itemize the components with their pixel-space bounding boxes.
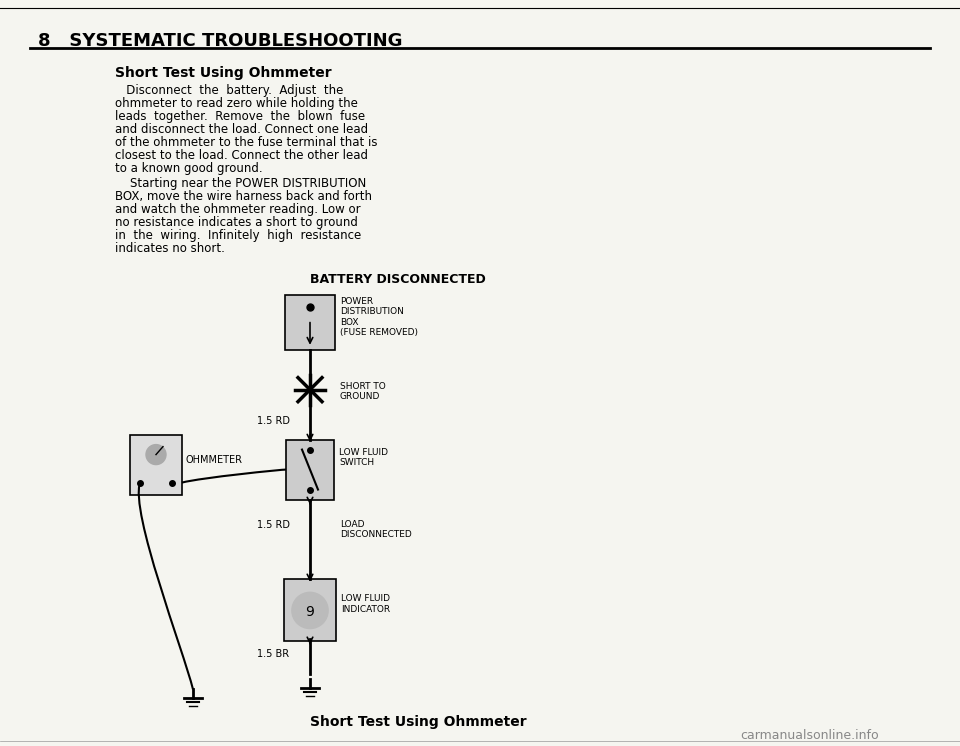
Text: Disconnect  the  battery.  Adjust  the: Disconnect the battery. Adjust the [115, 84, 344, 97]
Text: 1.5 RD: 1.5 RD [257, 416, 290, 426]
Text: LOAD
DISCONNECTED: LOAD DISCONNECTED [340, 519, 412, 539]
Text: leads  together.  Remove  the  blown  fuse: leads together. Remove the blown fuse [115, 110, 365, 123]
Text: to a known good ground.: to a known good ground. [115, 162, 263, 175]
Text: closest to the load. Connect the other lead: closest to the load. Connect the other l… [115, 149, 368, 162]
Text: and disconnect the load. Connect one lead: and disconnect the load. Connect one lea… [115, 123, 368, 136]
Text: Starting near the POWER DISTRIBUTION: Starting near the POWER DISTRIBUTION [115, 177, 367, 189]
Text: no resistance indicates a short to ground: no resistance indicates a short to groun… [115, 216, 358, 229]
Text: ohmmeter to read zero while holding the: ohmmeter to read zero while holding the [115, 97, 358, 110]
Text: 8   SYSTEMATIC TROUBLESHOOTING: 8 SYSTEMATIC TROUBLESHOOTING [38, 32, 402, 50]
Text: and watch the ohmmeter reading. Low or: and watch the ohmmeter reading. Low or [115, 203, 361, 216]
Text: OHMMETER: OHMMETER [185, 454, 242, 465]
FancyBboxPatch shape [284, 580, 336, 642]
FancyBboxPatch shape [130, 435, 182, 495]
Text: SHORT TO
GROUND: SHORT TO GROUND [340, 382, 386, 401]
Text: 1.5 BR: 1.5 BR [257, 650, 289, 659]
Text: indicates no short.: indicates no short. [115, 242, 225, 255]
Text: LOW FLUID
INDICATOR: LOW FLUID INDICATOR [341, 595, 390, 614]
Text: BATTERY DISCONNECTED: BATTERY DISCONNECTED [310, 273, 486, 286]
Text: carmanualsonline.info: carmanualsonline.info [740, 730, 878, 742]
Text: 9: 9 [305, 606, 315, 619]
Circle shape [292, 592, 328, 628]
Text: 1.5 RD: 1.5 RD [257, 519, 290, 530]
FancyBboxPatch shape [286, 439, 334, 500]
Circle shape [146, 445, 166, 465]
Text: Short Test Using Ohmmeter: Short Test Using Ohmmeter [115, 66, 331, 80]
Text: of the ohmmeter to the fuse terminal that is: of the ohmmeter to the fuse terminal tha… [115, 136, 377, 149]
Text: in  the  wiring.  Infinitely  high  resistance: in the wiring. Infinitely high resistanc… [115, 229, 361, 242]
Text: Short Test Using Ohmmeter: Short Test Using Ohmmeter [310, 715, 527, 730]
FancyBboxPatch shape [285, 295, 335, 350]
Text: LOW FLUID
SWITCH: LOW FLUID SWITCH [339, 448, 388, 467]
Text: BOX, move the wire harness back and forth: BOX, move the wire harness back and fort… [115, 189, 372, 203]
Text: POWER
DISTRIBUTION
BOX
(FUSE REMOVED): POWER DISTRIBUTION BOX (FUSE REMOVED) [340, 297, 418, 337]
